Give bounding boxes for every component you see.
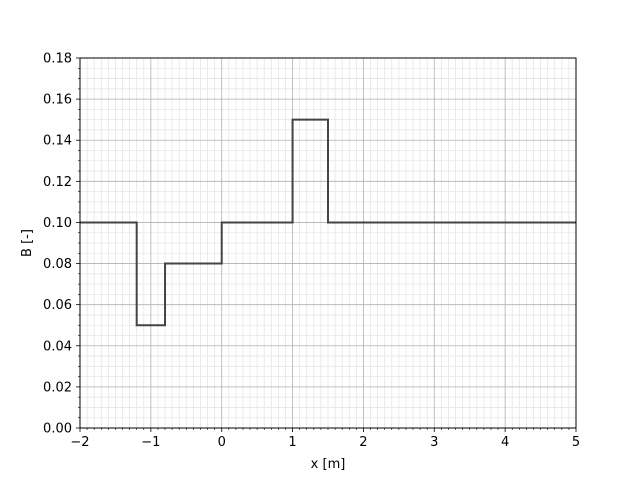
ticks: [76, 57, 577, 432]
y-axis-label: B [-]: [20, 229, 35, 257]
x-tick-label: 3: [430, 435, 438, 450]
series-line: [80, 118, 576, 327]
y-tick-label: 0.16: [43, 93, 72, 108]
y-tick-label: 0.10: [43, 216, 72, 231]
y-tick-label: 0.04: [43, 339, 72, 354]
x-tick-label: 1: [288, 435, 296, 450]
x-tick-label: 2: [359, 435, 367, 450]
y-tick-label: 0.18: [43, 52, 72, 67]
y-tick-label: 0.06: [43, 298, 72, 313]
x-tick-label: 4: [501, 435, 509, 450]
x-axis-label: x [m]: [311, 457, 346, 472]
tick-labels: −2 −1 0 1 2 3 4 5 0.00 0.02 0.04 0.06 0.08 0.10 0.12 0.…: [43, 52, 580, 451]
y-tick-label: 0.00: [43, 422, 72, 437]
y-tick-label: 0.02: [43, 380, 72, 395]
x-tick-label: −2: [70, 435, 89, 450]
series-layer: [80, 118, 576, 327]
y-tick-label: 0.12: [43, 175, 72, 190]
minor-grid: [80, 58, 576, 428]
x-tick-label: −1: [141, 435, 160, 450]
x-tick-label: 5: [572, 435, 580, 450]
x-tick-label: 0: [218, 435, 226, 450]
y-tick-label: 0.14: [43, 134, 72, 149]
y-tick-label: 0.08: [43, 257, 72, 272]
